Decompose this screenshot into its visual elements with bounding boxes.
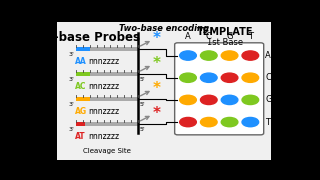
Text: *: *: [153, 81, 161, 96]
Circle shape: [221, 73, 238, 82]
Text: 3': 3': [69, 77, 75, 82]
Bar: [90, 97, 138, 101]
Text: AT: AT: [76, 132, 86, 141]
Text: Two-base encoding: Two-base encoding: [119, 24, 209, 33]
Circle shape: [221, 51, 238, 60]
Bar: [76, 47, 90, 51]
Circle shape: [242, 95, 259, 105]
Text: A: A: [265, 51, 271, 60]
Text: 1st Base: 1st Base: [207, 38, 243, 47]
Text: 5': 5': [139, 127, 145, 132]
Text: 5': 5': [139, 102, 145, 107]
Text: nnnzzzz: nnnzzzz: [88, 107, 119, 116]
Circle shape: [201, 51, 217, 60]
Text: T: T: [248, 32, 253, 41]
Circle shape: [221, 117, 238, 127]
Circle shape: [242, 117, 259, 127]
Circle shape: [242, 51, 259, 60]
Bar: [76, 97, 90, 101]
Text: G: G: [265, 95, 272, 104]
Bar: [90, 72, 138, 76]
Text: AG: AG: [76, 107, 88, 116]
Circle shape: [201, 73, 217, 82]
Text: AA: AA: [76, 57, 87, 66]
Text: nnnzzzz: nnnzzzz: [88, 132, 119, 141]
Bar: [76, 122, 85, 126]
Circle shape: [180, 51, 196, 60]
Bar: [90, 47, 138, 51]
Text: nnnzzzz: nnnzzzz: [88, 82, 119, 91]
Text: C: C: [265, 73, 271, 82]
Text: nnnzzzz: nnnzzzz: [88, 57, 119, 66]
Text: *: *: [153, 31, 161, 46]
Text: TEMPLATE: TEMPLATE: [196, 27, 253, 37]
Circle shape: [221, 95, 238, 105]
Text: 5': 5': [139, 77, 145, 82]
Text: T: T: [265, 118, 270, 127]
Circle shape: [180, 95, 196, 105]
Text: 2nd Base: 2nd Base: [275, 69, 284, 108]
Text: *: *: [153, 106, 161, 121]
Text: Cleavage Site: Cleavage Site: [83, 148, 131, 154]
Circle shape: [180, 73, 196, 82]
Circle shape: [201, 117, 217, 127]
Circle shape: [242, 73, 259, 82]
Text: 3': 3': [69, 127, 75, 132]
Text: A: A: [185, 32, 191, 41]
Bar: [57, 22, 271, 160]
Text: Di–base Probes: Di–base Probes: [39, 31, 140, 44]
Text: AC: AC: [76, 82, 87, 91]
Text: 3': 3': [69, 102, 75, 107]
Text: C: C: [206, 32, 212, 41]
FancyBboxPatch shape: [175, 43, 264, 135]
Bar: [84, 122, 138, 126]
Text: 3': 3': [69, 52, 75, 57]
Text: *: *: [153, 56, 161, 71]
Bar: [76, 72, 90, 76]
Circle shape: [180, 117, 196, 127]
Text: G: G: [226, 32, 233, 41]
Circle shape: [201, 95, 217, 105]
